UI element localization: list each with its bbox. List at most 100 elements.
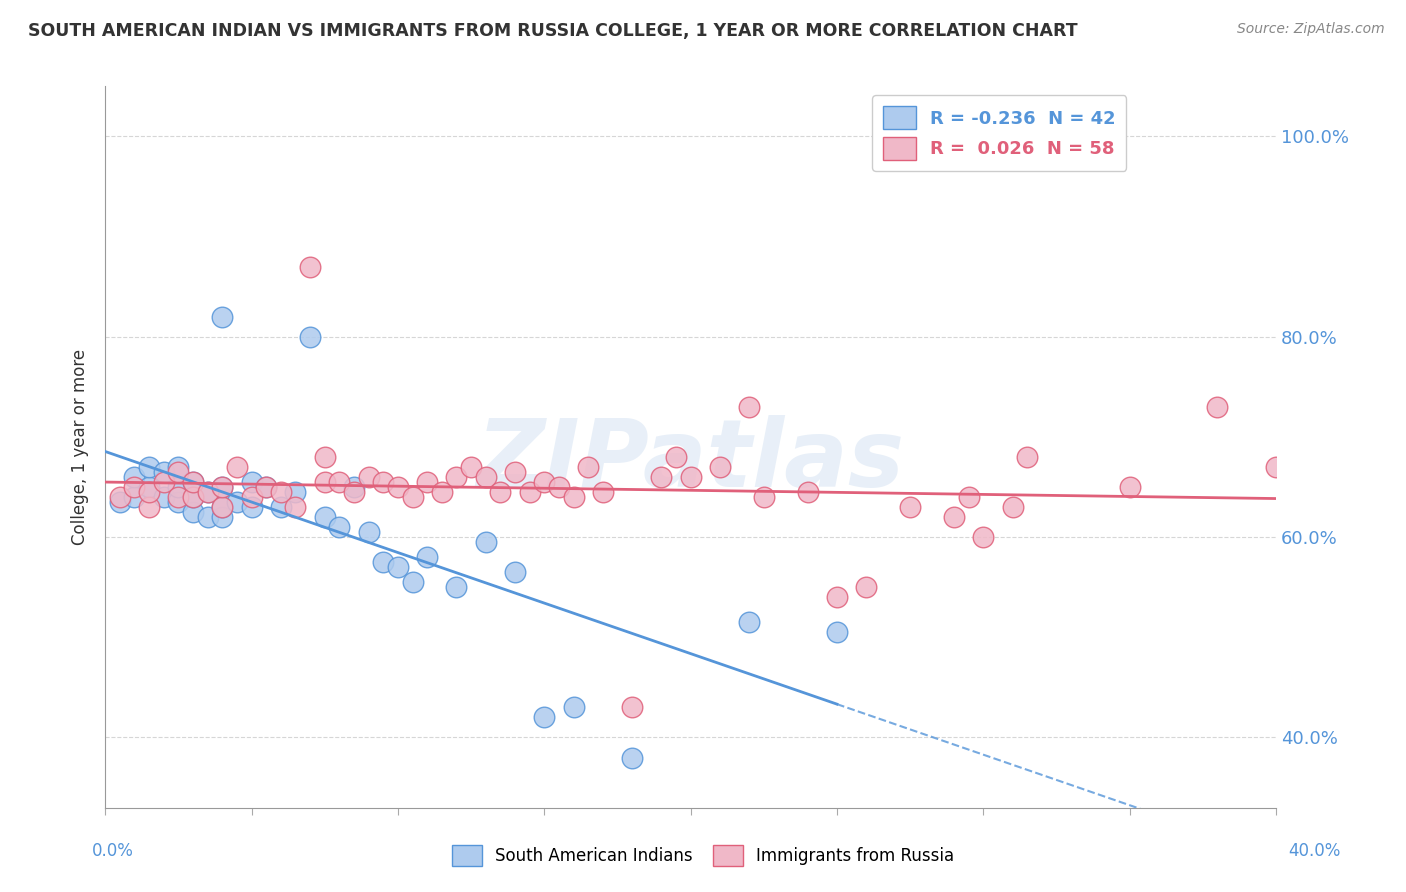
Point bbox=[489, 485, 512, 500]
Point bbox=[167, 490, 190, 504]
Point bbox=[533, 710, 555, 724]
Point bbox=[387, 560, 409, 574]
Point bbox=[357, 525, 380, 540]
Point bbox=[1001, 500, 1024, 514]
Point bbox=[1265, 460, 1288, 475]
Point bbox=[474, 535, 496, 549]
Point bbox=[108, 495, 131, 509]
Text: Source: ZipAtlas.com: Source: ZipAtlas.com bbox=[1237, 22, 1385, 37]
Point bbox=[152, 465, 174, 479]
Point bbox=[343, 485, 366, 500]
Point bbox=[576, 460, 599, 475]
Y-axis label: College, 1 year or more: College, 1 year or more bbox=[72, 349, 89, 545]
Point bbox=[416, 475, 439, 489]
Point bbox=[621, 700, 644, 714]
Point bbox=[226, 495, 249, 509]
Point bbox=[254, 480, 277, 494]
Point bbox=[416, 550, 439, 565]
Point bbox=[503, 465, 526, 479]
Point bbox=[211, 500, 233, 514]
Point bbox=[254, 480, 277, 494]
Point bbox=[357, 470, 380, 484]
Point bbox=[592, 485, 614, 500]
Text: ZIPatlas: ZIPatlas bbox=[477, 416, 904, 508]
Point bbox=[401, 490, 423, 504]
Point bbox=[547, 480, 569, 494]
Point bbox=[314, 510, 336, 524]
Point bbox=[181, 490, 204, 504]
Point bbox=[124, 480, 146, 494]
Point bbox=[240, 490, 263, 504]
Point bbox=[825, 625, 848, 640]
Point bbox=[343, 480, 366, 494]
Point bbox=[430, 485, 453, 500]
Text: 40.0%: 40.0% bbox=[1288, 842, 1341, 860]
Point bbox=[152, 490, 174, 504]
Point bbox=[138, 500, 160, 514]
Text: SOUTH AMERICAN INDIAN VS IMMIGRANTS FROM RUSSIA COLLEGE, 1 YEAR OR MORE CORRELAT: SOUTH AMERICAN INDIAN VS IMMIGRANTS FROM… bbox=[28, 22, 1078, 40]
Point bbox=[709, 460, 731, 475]
Point bbox=[197, 510, 219, 524]
Point bbox=[197, 485, 219, 500]
Point bbox=[181, 505, 204, 519]
Point bbox=[138, 460, 160, 475]
Point bbox=[387, 480, 409, 494]
Point bbox=[124, 490, 146, 504]
Point bbox=[401, 575, 423, 590]
Point bbox=[167, 460, 190, 475]
Point bbox=[211, 480, 233, 494]
Point bbox=[167, 465, 190, 479]
Point bbox=[752, 490, 775, 504]
Point bbox=[181, 475, 204, 489]
Point bbox=[650, 470, 672, 484]
Point bbox=[972, 530, 994, 544]
Point bbox=[270, 485, 292, 500]
Point bbox=[503, 565, 526, 579]
Point bbox=[519, 485, 541, 500]
Legend: South American Indians, Immigrants from Russia: South American Indians, Immigrants from … bbox=[443, 837, 963, 875]
Point bbox=[738, 400, 761, 414]
Point bbox=[446, 580, 468, 594]
Point bbox=[562, 490, 585, 504]
Point bbox=[328, 475, 350, 489]
Text: 0.0%: 0.0% bbox=[91, 842, 134, 860]
Point bbox=[284, 485, 307, 500]
Point bbox=[855, 580, 877, 594]
Point bbox=[240, 500, 263, 514]
Point bbox=[138, 480, 160, 494]
Point bbox=[373, 555, 395, 569]
Point bbox=[167, 495, 190, 509]
Point bbox=[446, 470, 468, 484]
Point bbox=[825, 591, 848, 605]
Point bbox=[152, 475, 174, 489]
Point bbox=[181, 475, 204, 489]
Point bbox=[211, 510, 233, 524]
Point bbox=[314, 475, 336, 489]
Point bbox=[299, 260, 322, 274]
Point bbox=[240, 475, 263, 489]
Point bbox=[1017, 450, 1039, 464]
Point bbox=[796, 485, 818, 500]
Point bbox=[270, 500, 292, 514]
Point bbox=[1118, 480, 1140, 494]
Point bbox=[679, 470, 702, 484]
Point bbox=[373, 475, 395, 489]
Point bbox=[1206, 400, 1229, 414]
Point bbox=[181, 490, 204, 504]
Point bbox=[211, 500, 233, 514]
Point bbox=[957, 490, 980, 504]
Point bbox=[562, 700, 585, 714]
Point bbox=[898, 500, 921, 514]
Point bbox=[665, 450, 688, 464]
Point bbox=[226, 460, 249, 475]
Point bbox=[314, 450, 336, 464]
Point bbox=[299, 330, 322, 344]
Point bbox=[197, 485, 219, 500]
Point bbox=[284, 500, 307, 514]
Point bbox=[211, 480, 233, 494]
Point bbox=[460, 460, 482, 475]
Point bbox=[943, 510, 966, 524]
Point bbox=[621, 750, 644, 764]
Legend: R = -0.236  N = 42, R =  0.026  N = 58: R = -0.236 N = 42, R = 0.026 N = 58 bbox=[872, 95, 1126, 170]
Point bbox=[124, 470, 146, 484]
